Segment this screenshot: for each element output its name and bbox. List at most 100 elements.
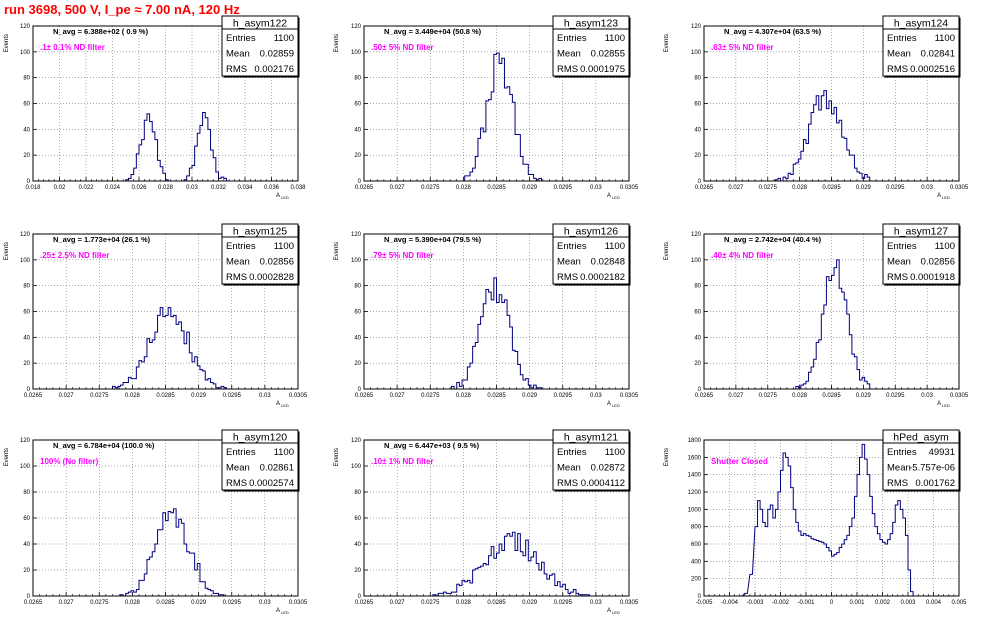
stat-label: Mean: [226, 49, 250, 60]
x-tick-label: 0.03: [259, 393, 271, 399]
x-tick-label: 0.03: [259, 600, 271, 606]
stat-value: 1100: [605, 447, 625, 458]
stat-value: 0.02841: [921, 49, 955, 60]
stat-value: -5.757e-06: [909, 463, 955, 474]
x-tick-label: 0.0295: [554, 185, 573, 191]
x-tick-label: 0.0275: [759, 185, 778, 191]
histogram-name: h_asym123: [564, 18, 618, 30]
x-tick-label: 0.0285: [487, 393, 506, 399]
y-axis-title: Events: [334, 242, 340, 260]
y-tick-label: 100: [691, 50, 702, 56]
x-tick-label: 0.029: [856, 185, 872, 191]
stats-box: [552, 223, 630, 285]
x-tick-label: 0.003: [900, 600, 916, 606]
filter-note: .79± 5% ND filter: [371, 251, 434, 260]
stat-value: 0.001762: [915, 478, 955, 489]
x-tick-label: 0.029: [191, 393, 207, 399]
x-tick-label: 0.004: [926, 600, 942, 606]
x-tick-label: 0.03: [921, 185, 933, 191]
y-tick-label: 120: [691, 24, 702, 30]
filter-note: Shutter Closed: [711, 457, 768, 466]
filter-note: .63± 5% ND filter: [711, 43, 774, 52]
stats-box: [882, 15, 960, 77]
y-tick-label: 80: [694, 76, 701, 82]
y-tick-label: 1400: [688, 473, 702, 479]
histogram-name: h_asym127: [894, 226, 948, 238]
y-tick-label: 100: [351, 50, 362, 56]
stat-value: 0.0002828: [249, 272, 294, 283]
y-axis-title: Events: [664, 448, 670, 466]
stat-label: Mean: [557, 463, 581, 474]
stat-label: Mean: [887, 49, 911, 60]
x-tick-label: 0.0305: [289, 393, 308, 399]
x-tick-label: 0.0275: [759, 393, 778, 399]
y-tick-label: 20: [23, 361, 30, 367]
x-tick-label: 0.0285: [156, 393, 175, 399]
x-tick-label: 0.03: [590, 600, 602, 606]
x-axis-title: ALED: [276, 608, 289, 615]
x-tick-label: 0.0305: [950, 185, 969, 191]
y-tick-label: 800: [691, 525, 702, 531]
filter-note: .40± 4% ND filter: [711, 251, 774, 260]
stat-value: 0.0004112: [581, 478, 625, 489]
y-tick-label: 40: [23, 542, 30, 548]
x-tick-label: 0.028: [456, 393, 472, 399]
stat-value: 0.0002574: [249, 478, 294, 489]
y-tick-label: 100: [691, 258, 702, 264]
x-tick-label: 0.02: [54, 185, 66, 191]
x-tick-label: 0.0285: [487, 185, 506, 191]
stat-value: 49931: [929, 447, 955, 458]
x-tick-label: 0.028: [125, 600, 141, 606]
x-tick-label: 0.028: [792, 185, 808, 191]
stat-value: 0.02859: [260, 49, 294, 60]
x-tick-label: 0.036: [264, 185, 280, 191]
y-tick-label: 120: [691, 232, 702, 238]
y-tick-label: 0: [358, 387, 362, 393]
stat-label: Mean: [887, 257, 911, 268]
y-tick-label: 1800: [688, 438, 702, 444]
x-tick-label: 0.0295: [886, 393, 905, 399]
y-tick-label: 0: [27, 594, 31, 600]
y-tick-label: 60: [694, 102, 701, 108]
x-tick-label: 0.03: [921, 393, 933, 399]
histogram-name: h_asym120: [233, 432, 287, 444]
histogram-line: [739, 443, 916, 597]
y-tick-label: 0: [27, 179, 31, 185]
y-tick-label: 40: [354, 542, 361, 548]
y-axis-title: Events: [664, 242, 670, 260]
y-tick-label: 100: [351, 258, 362, 264]
stat-value: 1100: [274, 241, 294, 252]
x-tick-label: 0.0285: [156, 600, 175, 606]
stat-value: 0.0002516: [910, 64, 955, 75]
stat-value: 0.02856: [921, 257, 955, 268]
stats-box: [221, 15, 299, 77]
y-axis-title: Events: [4, 448, 10, 466]
panel-h_asym125: 0.0265 0.027 0.0275 0.028 0.0285 0.029 0.0295 0…: [4, 223, 308, 408]
y-tick-label: 60: [23, 310, 30, 316]
x-tick-label: 0.002: [875, 600, 891, 606]
histogram-name: h_asym125: [233, 226, 287, 238]
x-tick-label: 0.0295: [886, 185, 905, 191]
stat-label: Entries: [887, 33, 917, 44]
stat-label: RMS: [557, 478, 578, 489]
y-tick-label: 0: [698, 387, 702, 393]
y-tick-label: 40: [23, 127, 30, 133]
stat-label: RMS: [226, 478, 247, 489]
y-tick-label: 40: [23, 335, 30, 341]
stat-label: RMS: [557, 64, 578, 75]
run-title: run 3698, 500 V, I_pe ≈ 7.00 nA, 120 Hz: [4, 2, 240, 17]
x-tick-label: 0.0265: [24, 600, 43, 606]
x-tick-label: 0.027: [390, 185, 406, 191]
histogram-name: hPed_asym: [893, 432, 949, 444]
x-tick-label: 0.029: [191, 600, 207, 606]
y-tick-label: 60: [354, 102, 361, 108]
x-tick-label: 0.028: [125, 393, 141, 399]
navg-label: N_avg = 6.388e+02 ( 0.9 %): [53, 27, 149, 36]
x-tick-label: 0.0305: [620, 393, 639, 399]
stat-label: Mean: [887, 463, 911, 474]
x-axis-title: ALED: [607, 193, 620, 200]
x-tick-label: 0.0275: [90, 600, 109, 606]
stat-label: Mean: [226, 463, 250, 474]
stat-value: 1100: [605, 33, 625, 44]
stats-box: [882, 223, 960, 285]
